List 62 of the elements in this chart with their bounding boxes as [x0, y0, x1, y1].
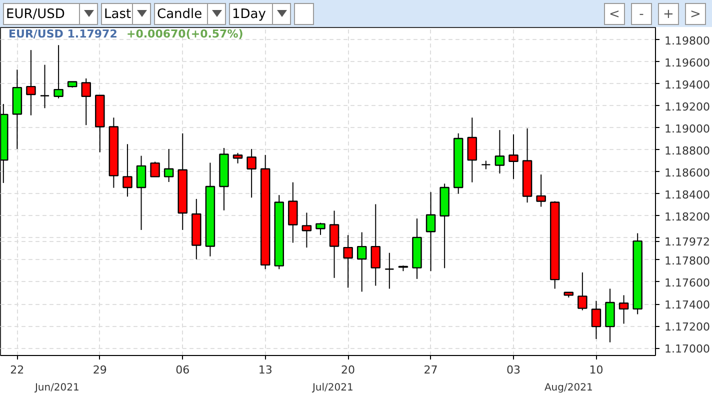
candlestick: [54, 44, 64, 99]
y-tick-label: 1.17200: [664, 320, 710, 334]
text: 1Day: [231, 6, 267, 24]
x-tick-label: 06: [176, 364, 190, 376]
text: Last: [103, 6, 132, 24]
x-tick-label: 22: [10, 364, 24, 376]
candlestick: [494, 130, 505, 174]
text: Jul/2021: [311, 382, 354, 394]
text: Aug/2021: [544, 382, 593, 394]
candlestick: [508, 134, 518, 180]
x-tick-label: 27: [424, 364, 438, 376]
y-tick-label: 1.19000: [664, 122, 710, 136]
chart-subtitle: +0.00670(+0.57%): [126, 28, 244, 40]
candlestick: [467, 117, 478, 183]
candlestick: [40, 64, 50, 109]
candlestick: [578, 272, 588, 311]
y-tick-label: 1.19600: [664, 56, 710, 70]
text: <: [604, 2, 625, 24]
candlestick: [591, 300, 602, 340]
y-tick-label: 1.19800: [664, 34, 710, 48]
text: -: [631, 2, 652, 24]
y-tick-label: 1.17800: [664, 254, 710, 268]
candlestick: [246, 148, 256, 198]
x-tick-label: 20: [341, 364, 356, 376]
candlestick: [232, 152, 243, 164]
text: Jun/2021: [34, 382, 80, 394]
x-tick-label: 03: [506, 364, 520, 376]
y-tick-label: 1.18400: [664, 188, 710, 202]
candlestick: [343, 234, 353, 288]
text: Candle: [156, 6, 204, 24]
y-tick-label: 1.17972: [664, 236, 710, 249]
y-tick-label: 1.19200: [664, 100, 710, 114]
text: >: [685, 2, 706, 24]
text: +: [658, 2, 679, 24]
candlestick: [136, 155, 146, 230]
candlestick: [329, 210, 340, 278]
candlestick: [536, 174, 546, 208]
y-tick-label: 1.17000: [664, 342, 710, 356]
y-tick-label: 1.18800: [664, 144, 710, 158]
text: EUR/USD: [5, 6, 66, 24]
candlestick: [316, 222, 326, 236]
x-tick-label: 13: [258, 364, 272, 376]
candlestick: [370, 204, 381, 286]
x-tick-label: 10: [589, 364, 604, 376]
candlestick: [426, 192, 436, 272]
candlestick: [150, 161, 160, 178]
candlestick: [356, 232, 367, 292]
y-tick-label: 1.19400: [664, 78, 710, 92]
candlestick: [81, 78, 91, 126]
candlestick: [384, 252, 394, 290]
candlestick: [618, 294, 629, 324]
candlestick: [288, 182, 298, 244]
candlestick: [164, 148, 174, 182]
y-tick-label: 1.17400: [664, 298, 710, 312]
y-tick-label: 1.17600: [664, 276, 710, 290]
y-tick-label: 1.18600: [664, 166, 710, 180]
candlestick: [122, 144, 132, 198]
x-tick-label: 29: [92, 364, 107, 376]
candlestick: [302, 212, 312, 248]
chart-title: EUR/USD 1.17972: [8, 28, 118, 40]
candlestick: [26, 50, 36, 116]
y-tick-label: 1.18200: [664, 210, 710, 224]
